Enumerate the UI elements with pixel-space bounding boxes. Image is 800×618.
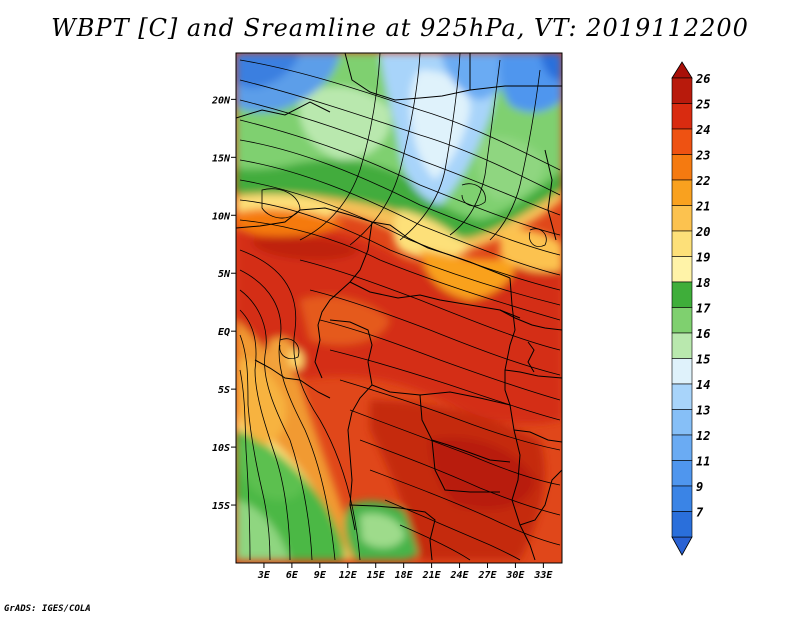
- colorbar-swatch: [671, 205, 693, 232]
- x-tick-label: 6E: [286, 570, 299, 581]
- colorbar-over-arrow: [671, 61, 693, 79]
- wbpt-field: [236, 53, 562, 563]
- x-tick-label: 3E: [257, 570, 271, 581]
- x-tick-label: 33E: [533, 570, 553, 581]
- x-tick-label: 9E: [314, 570, 327, 581]
- y-tick-label: 15S: [212, 501, 230, 512]
- y-tick-label: 20N: [211, 95, 231, 106]
- y-tick-label: 5S: [218, 385, 230, 396]
- colorbar-swatch: [671, 307, 693, 334]
- y-tick-label: 5N: [218, 269, 231, 280]
- x-tick-label: 15E: [367, 570, 386, 581]
- colorbar-label: 18: [696, 276, 710, 290]
- colorbar-swatch: [671, 256, 693, 283]
- colorbar-swatch: [671, 409, 693, 436]
- colorbar-under-arrow: [671, 536, 693, 556]
- colorbar-label: 20: [695, 225, 710, 239]
- y-tick-label: 10N: [212, 211, 231, 222]
- y-tick-label: EQ: [218, 327, 230, 338]
- x-tick-label: 24E: [450, 570, 470, 581]
- colorbar-swatch: [671, 460, 693, 487]
- x-tick-label: 18E: [395, 570, 414, 581]
- colorbar-swatch: [671, 230, 693, 257]
- x-tick-label: 30E: [505, 570, 525, 581]
- colorbar-swatch: [671, 179, 693, 206]
- country-borders: [236, 53, 562, 561]
- colorbar: 26 25 24 23 22 21 20 19 18 17 16 15 14 13 12 11 9 7: [671, 61, 711, 556]
- colorbar-label: 16: [696, 327, 710, 341]
- y-tick-label: 15N: [212, 153, 231, 164]
- y-tick-label: 10S: [212, 443, 230, 454]
- colorbar-swatch: [671, 383, 693, 410]
- colorbar-swatch: [671, 434, 693, 461]
- colorbar-label: 9: [696, 480, 703, 494]
- plot-frame: [235, 52, 563, 564]
- colorbar-label: 7: [696, 506, 704, 520]
- axis-ticks: 3E 6E 9E 12E 15E 18E 21E 24E 27E 30E 33E 20N 15N 10N 5…: [211, 95, 553, 581]
- x-tick-label: 21E: [422, 570, 442, 581]
- x-tick-label: 27E: [477, 570, 497, 581]
- colorbar-swatch: [671, 128, 693, 155]
- colorbar-label: 26: [695, 72, 710, 86]
- colorbar-swatch: [671, 103, 693, 130]
- colorbar-swatch: [671, 511, 693, 538]
- colorbar-swatch: [671, 281, 693, 308]
- colorbar-label: 13: [696, 404, 710, 418]
- colorbar-label: 11: [696, 455, 710, 469]
- x-tick-label: 12E: [339, 570, 358, 581]
- streamlines: [239, 53, 561, 561]
- colorbar-swatch: [671, 154, 693, 181]
- colorbar-label: 12: [696, 429, 710, 443]
- colorbar-swatch: [671, 77, 693, 104]
- colorbar-swatch: [671, 358, 693, 385]
- colorbar-label: 15: [696, 353, 710, 367]
- colorbar-label: 22: [695, 174, 710, 188]
- colorbar-label: 14: [696, 378, 710, 392]
- colorbar-label: 25: [695, 98, 710, 112]
- colorbar-swatch: [671, 332, 693, 359]
- colorbar-label: 17: [696, 302, 711, 316]
- colorbar-label: 23: [695, 149, 710, 163]
- colorbar-swatch: [671, 485, 693, 512]
- footer-credit: GrADS: IGES/COLA: [4, 604, 91, 614]
- colorbar-label: 21: [695, 200, 710, 214]
- map-title: WBPT [C] and Sreamline at 925hPa, VT: 20…: [51, 14, 749, 42]
- colorbar-label: 19: [696, 251, 710, 265]
- colorbar-label: 24: [695, 123, 710, 137]
